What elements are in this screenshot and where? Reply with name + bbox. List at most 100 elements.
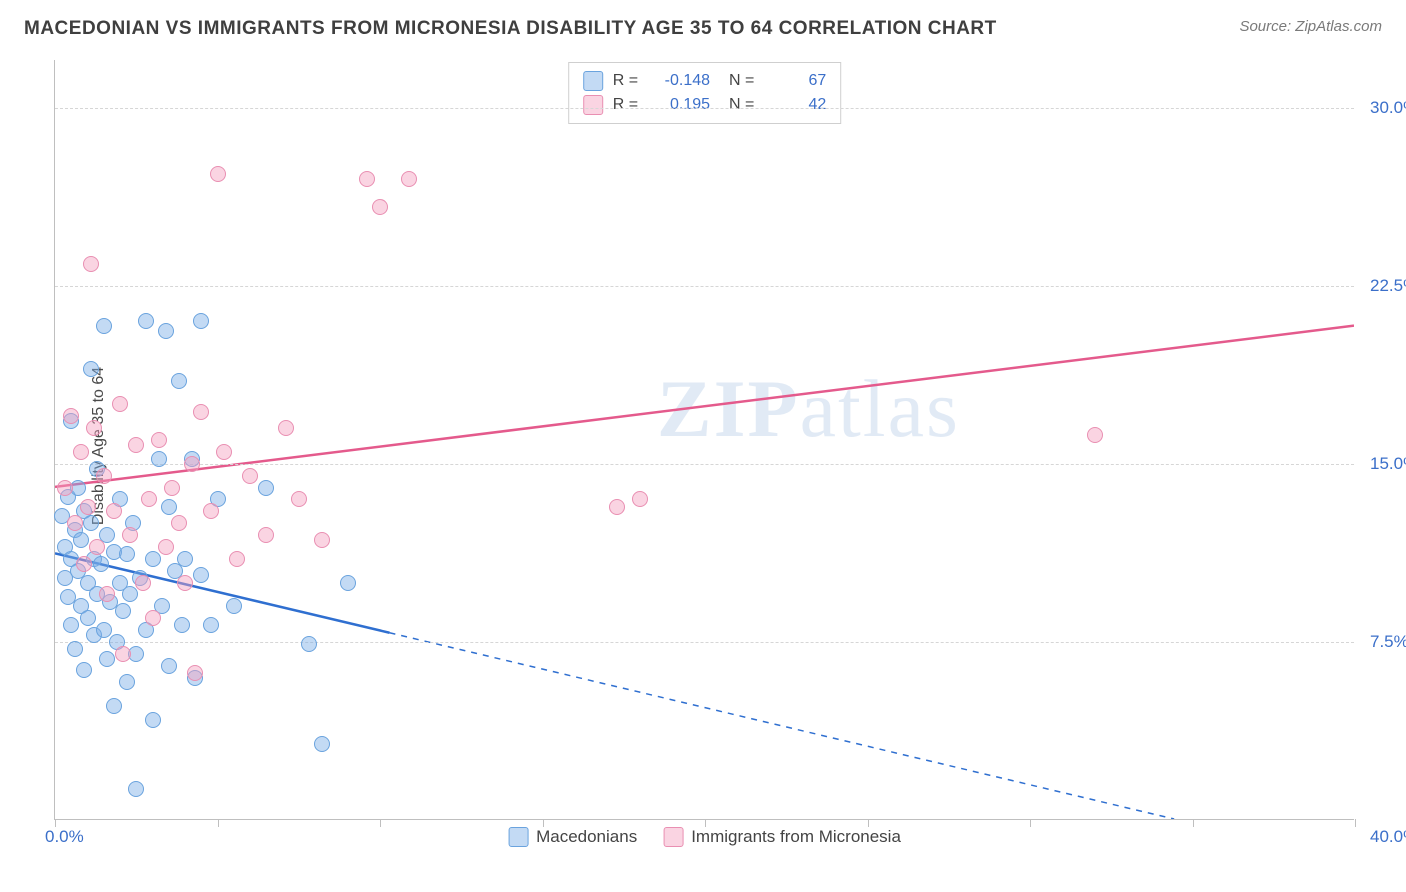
data-point-series-1 <box>89 539 105 555</box>
data-point-series-0 <box>161 499 177 515</box>
legend-label-0: Macedonians <box>536 827 637 847</box>
data-point-series-1 <box>164 480 180 496</box>
watermark: ZIPatlas <box>657 362 960 456</box>
data-point-series-1 <box>145 610 161 626</box>
x-axis-min-label: 0.0% <box>45 827 84 847</box>
y-tick-label: 7.5% <box>1360 632 1406 652</box>
data-point-series-0 <box>96 318 112 334</box>
data-point-series-0 <box>67 641 83 657</box>
x-tick <box>705 819 706 827</box>
data-point-series-1 <box>122 527 138 543</box>
data-point-series-1 <box>216 444 232 460</box>
data-point-series-1 <box>184 456 200 472</box>
data-point-series-1 <box>291 491 307 507</box>
data-point-series-0 <box>138 313 154 329</box>
r-value-0: -0.148 <box>652 69 710 93</box>
data-point-series-1 <box>193 404 209 420</box>
legend-label-1: Immigrants from Micronesia <box>691 827 901 847</box>
swatch-series-1 <box>583 95 603 115</box>
gridline <box>55 108 1354 109</box>
stats-row-series-1: R = 0.195 N = 42 <box>583 93 827 117</box>
data-point-series-0 <box>76 662 92 678</box>
x-tick <box>1193 819 1194 827</box>
data-point-series-0 <box>177 551 193 567</box>
data-point-series-0 <box>203 617 219 633</box>
chart-plot-area: ZIPatlas R = -0.148 N = 67 R = 0.195 N =… <box>54 60 1354 820</box>
data-point-series-1 <box>609 499 625 515</box>
header: MACEDONIAN VS IMMIGRANTS FROM MICRONESIA… <box>0 0 1406 48</box>
data-point-series-1 <box>210 166 226 182</box>
y-tick-label: 30.0% <box>1360 98 1406 118</box>
x-axis-max-label: 40.0% <box>1360 827 1406 847</box>
n-label: N = <box>720 93 754 117</box>
data-point-series-1 <box>99 586 115 602</box>
data-point-series-0 <box>73 532 89 548</box>
legend-item-0: Macedonians <box>508 827 637 847</box>
data-point-series-1 <box>314 532 330 548</box>
data-point-series-0 <box>122 586 138 602</box>
stats-row-series-0: R = -0.148 N = 67 <box>583 69 827 93</box>
data-point-series-0 <box>93 556 109 572</box>
data-point-series-1 <box>401 171 417 187</box>
data-point-series-1 <box>278 420 294 436</box>
data-point-series-0 <box>171 373 187 389</box>
y-tick-label: 22.5% <box>1360 276 1406 296</box>
data-point-series-0 <box>301 636 317 652</box>
data-point-series-1 <box>135 575 151 591</box>
correlation-stats-box: R = -0.148 N = 67 R = 0.195 N = 42 <box>568 62 842 124</box>
x-tick <box>543 819 544 827</box>
data-point-series-1 <box>372 199 388 215</box>
y-tick-label: 15.0% <box>1360 454 1406 474</box>
x-tick <box>1355 819 1356 827</box>
data-point-series-1 <box>203 503 219 519</box>
data-point-series-0 <box>119 546 135 562</box>
data-point-series-0 <box>115 603 131 619</box>
swatch-series-0 <box>583 71 603 91</box>
data-point-series-1 <box>187 665 203 681</box>
data-point-series-0 <box>174 617 190 633</box>
x-tick <box>55 819 56 827</box>
gridline <box>55 286 1354 287</box>
data-point-series-0 <box>96 622 112 638</box>
data-point-series-1 <box>171 515 187 531</box>
x-tick <box>380 819 381 827</box>
data-point-series-1 <box>151 432 167 448</box>
data-point-series-0 <box>145 712 161 728</box>
data-point-series-0 <box>314 736 330 752</box>
data-point-series-1 <box>73 444 89 460</box>
data-point-series-1 <box>112 396 128 412</box>
data-point-series-1 <box>229 551 245 567</box>
data-point-series-0 <box>145 551 161 567</box>
data-point-series-0 <box>106 698 122 714</box>
data-point-series-0 <box>151 451 167 467</box>
n-value-1: 42 <box>768 93 826 117</box>
data-point-series-1 <box>67 515 83 531</box>
gridline <box>55 642 1354 643</box>
data-point-series-0 <box>226 598 242 614</box>
data-point-series-1 <box>83 256 99 272</box>
n-value-0: 67 <box>768 69 826 93</box>
data-point-series-0 <box>158 323 174 339</box>
data-point-series-1 <box>141 491 157 507</box>
legend-item-1: Immigrants from Micronesia <box>663 827 901 847</box>
legend-swatch-0 <box>508 827 528 847</box>
data-point-series-0 <box>119 674 135 690</box>
data-point-series-0 <box>99 651 115 667</box>
gridline <box>55 464 1354 465</box>
n-label: N = <box>720 69 754 93</box>
data-point-series-0 <box>340 575 356 591</box>
data-point-series-1 <box>158 539 174 555</box>
chart-title: MACEDONIAN VS IMMIGRANTS FROM MICRONESIA… <box>24 18 997 40</box>
data-point-series-0 <box>258 480 274 496</box>
data-point-series-1 <box>242 468 258 484</box>
trend-lines-svg <box>55 60 1354 819</box>
data-point-series-1 <box>80 499 96 515</box>
data-point-series-1 <box>1087 427 1103 443</box>
data-point-series-0 <box>193 567 209 583</box>
data-point-series-1 <box>632 491 648 507</box>
data-point-series-1 <box>359 171 375 187</box>
data-point-series-0 <box>83 361 99 377</box>
data-point-series-1 <box>57 480 73 496</box>
data-point-series-1 <box>115 646 131 662</box>
data-point-series-1 <box>128 437 144 453</box>
